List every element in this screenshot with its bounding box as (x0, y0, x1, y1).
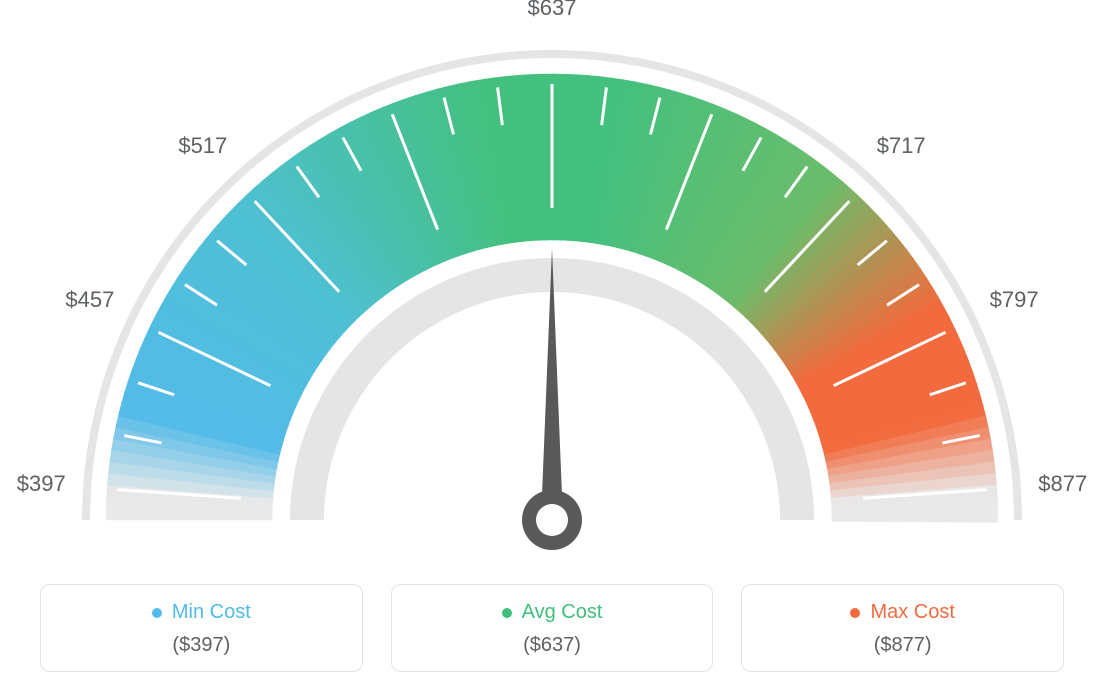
legend-value-avg: ($637) (392, 634, 713, 657)
legend-dot-max (850, 608, 860, 618)
gauge-tick-label: $397 (17, 471, 66, 497)
legend-dot-avg (502, 608, 512, 618)
gauge-chart: $397 $457 $517 $637 $717 $797 $877 (0, 0, 1104, 560)
gauge-tick-label: $717 (877, 133, 926, 159)
gauge-tick-label: $637 (528, 0, 577, 21)
gauge-tick-label: $457 (65, 287, 114, 313)
legend-card-max: Max Cost ($877) (741, 584, 1064, 672)
legend-row: Min Cost ($397) Avg Cost ($637) Max Cost… (40, 584, 1064, 672)
legend-value-min: ($397) (41, 634, 362, 657)
legend-label-avg: Avg Cost (522, 601, 603, 624)
legend-label-max: Max Cost (870, 601, 954, 624)
legend-top: Avg Cost (392, 601, 713, 624)
gauge-svg (0, 0, 1104, 560)
gauge-tick-label: $877 (1038, 471, 1087, 497)
gauge-tick-label: $797 (990, 287, 1039, 313)
gauge-tick-label: $517 (178, 133, 227, 159)
legend-top: Min Cost (41, 601, 362, 624)
legend-card-avg: Avg Cost ($637) (391, 584, 714, 672)
legend-dot-min (152, 608, 162, 618)
legend-value-max: ($877) (742, 634, 1063, 657)
legend-label-min: Min Cost (172, 601, 251, 624)
legend-card-min: Min Cost ($397) (40, 584, 363, 672)
legend-top: Max Cost (742, 601, 1063, 624)
